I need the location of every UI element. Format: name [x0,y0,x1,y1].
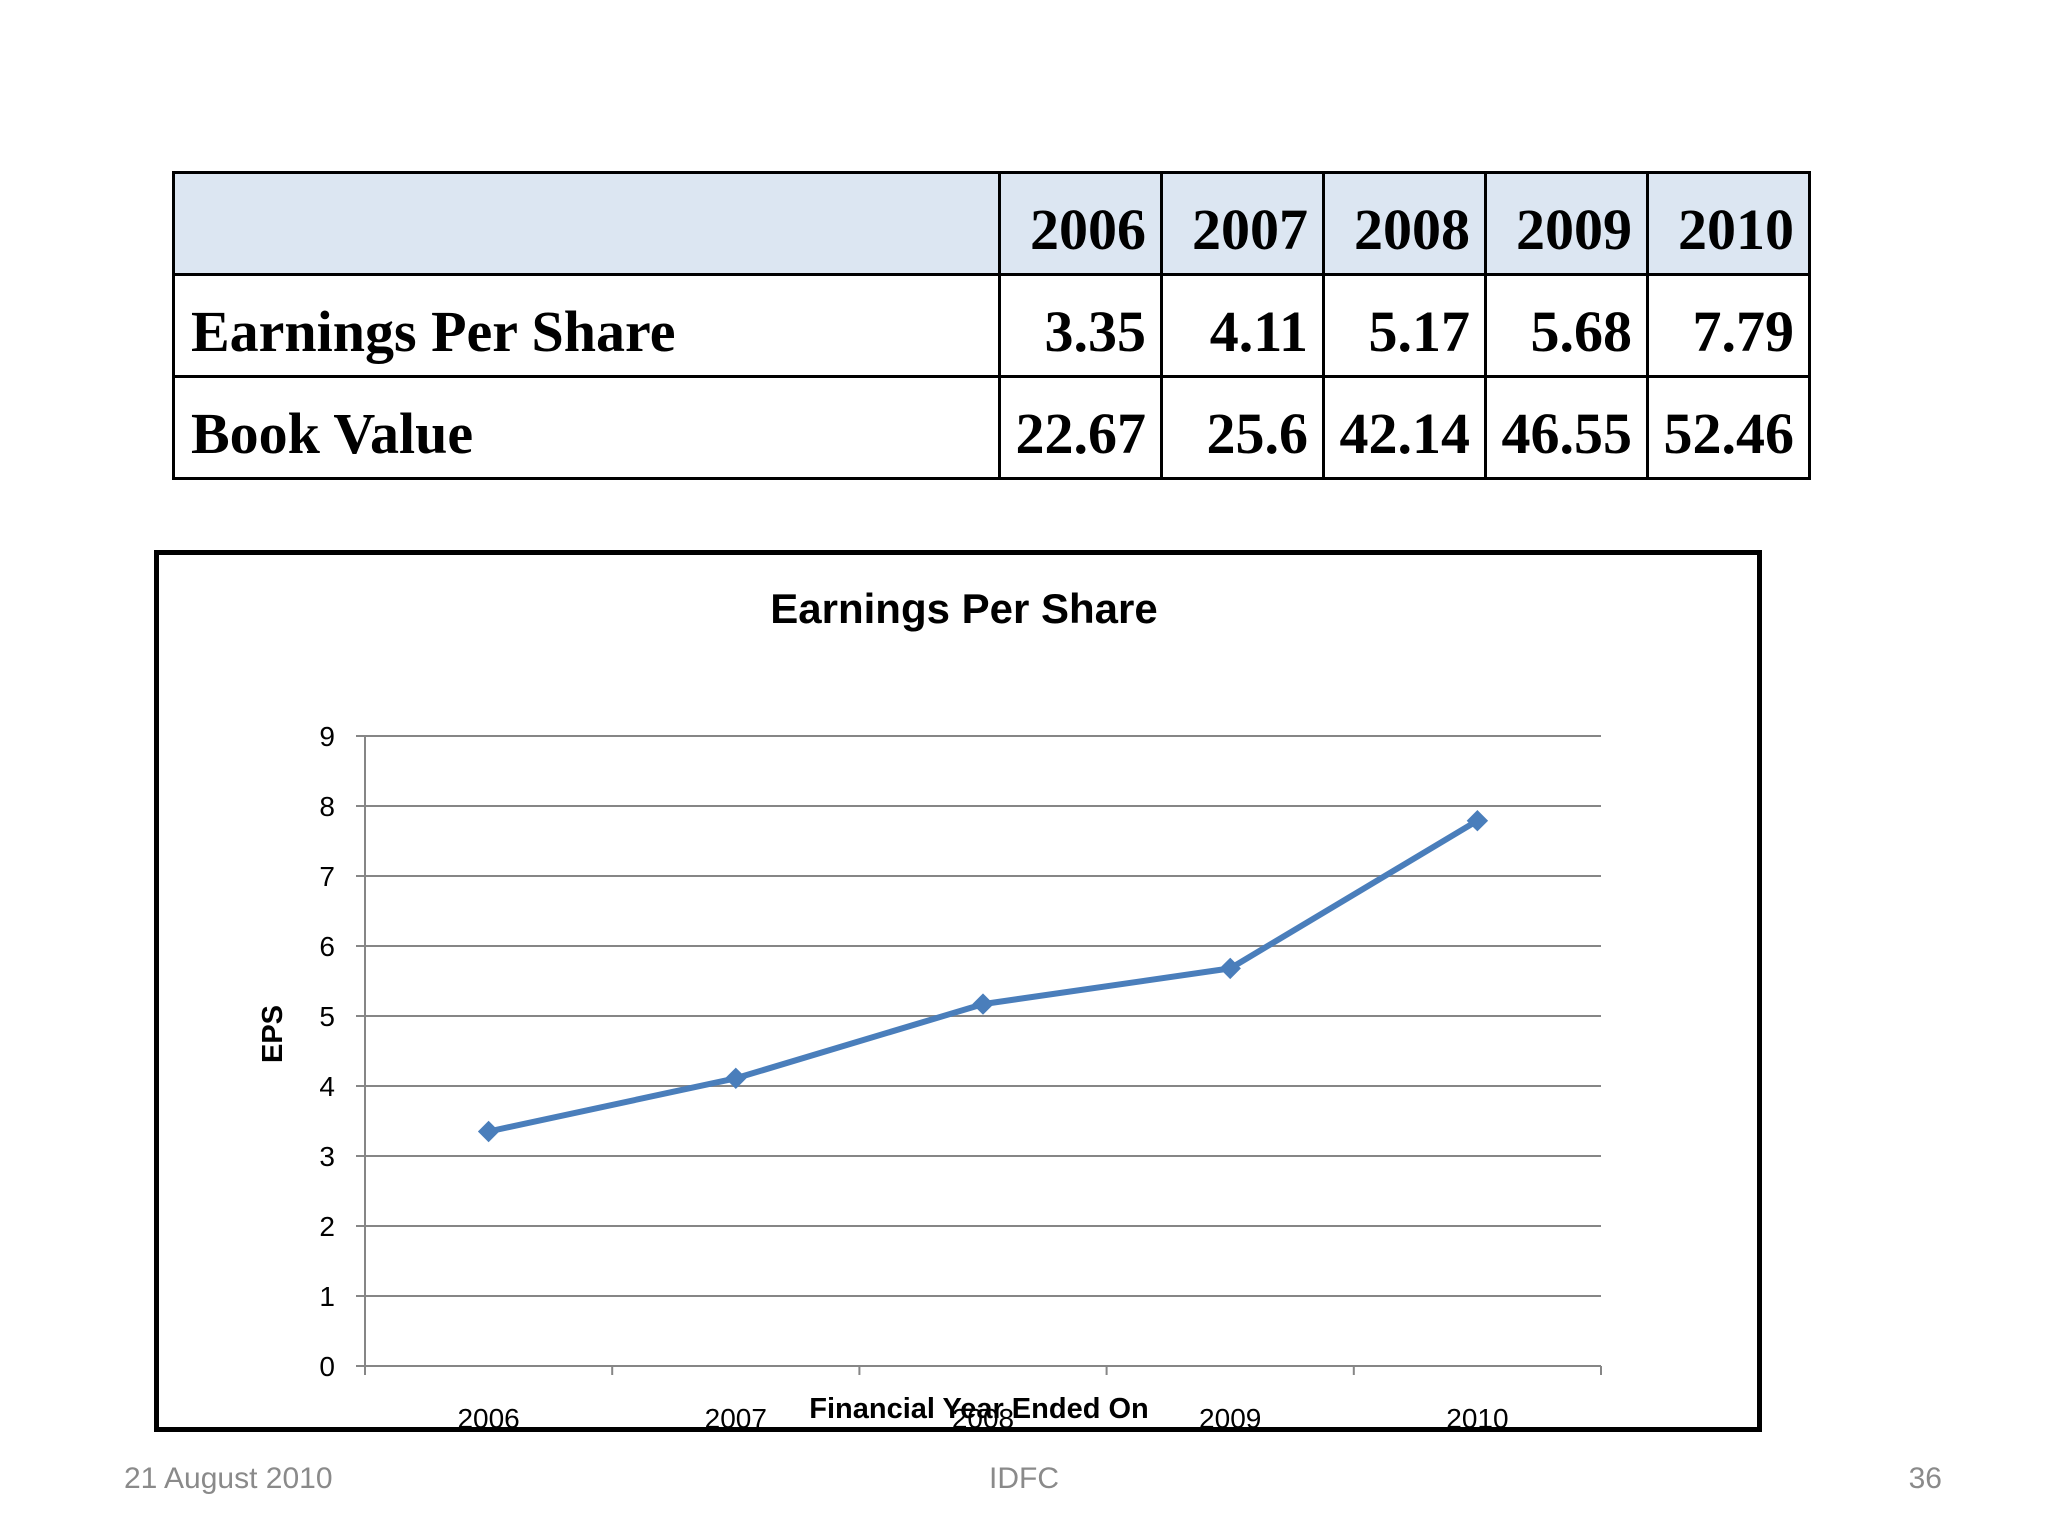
chart-y-tick-label: 3 [319,1141,335,1172]
table-header-year: 2006 [998,171,1163,276]
table-cell: 52.46 [1646,375,1811,480]
table-cell: 5.68 [1484,273,1649,378]
table-cell: 7.79 [1646,273,1811,378]
chart-x-tick-labels: 2006 2007 2008 2009 2010 [457,1403,1508,1427]
chart-data-point [1466,809,1489,832]
footer-org: IDFC [989,1462,1059,1495]
chart-x-tick-label: 2006 [457,1403,519,1427]
table-header-blank [172,171,1001,276]
chart-x-tick-label: 2008 [952,1403,1014,1427]
table-cell: 25.6 [1160,375,1325,480]
chart-y-tick-labels: 0 1 2 3 4 5 6 7 8 9 [319,721,335,1382]
chart-y-tick-label: 5 [319,1001,335,1032]
chart-data-point [972,993,994,1015]
table-header-year: 2009 [1484,171,1649,276]
chart-series [477,809,1489,1143]
chart-y-tick-label: 4 [319,1071,335,1102]
chart-y-axis-label: EPS [257,1005,289,1063]
table-header-row: 2006 2007 2008 2009 2010 [172,171,1811,276]
table-header-year: 2010 [1646,171,1811,276]
chart-y-tick-label: 1 [319,1281,335,1312]
eps-book-value-table: 2006 2007 2008 2009 2010 Earnings Per Sh… [172,171,1811,480]
chart-x-axis-label: Financial Year Ended On [809,1393,1149,1425]
chart-y-tick-label: 6 [319,931,335,962]
chart-title: Earnings Per Share [770,585,1158,632]
table-cell: 5.17 [1322,273,1487,378]
footer-page-number: 36 [1908,1462,1942,1495]
chart-data-point [1219,957,1241,980]
chart-y-tick-label: 2 [319,1211,335,1242]
table-cell: 46.55 [1484,375,1649,480]
chart-data-point [725,1067,747,1090]
chart-y-tick-label: 0 [319,1351,335,1382]
chart-x-tick-label: 2010 [1446,1403,1508,1427]
chart-y-tick-label: 9 [319,721,335,752]
table-header-year: 2008 [1322,171,1487,276]
chart-x-tick-label: 2007 [705,1403,767,1427]
table-cell: 3.35 [998,273,1163,378]
table-row-eps: Earnings Per Share 3.35 4.11 5.17 5.68 7… [172,273,1811,378]
table-row-label: Earnings Per Share [172,273,1001,378]
chart-y-tick-label: 7 [319,861,335,892]
table-row-book-value: Book Value 22.67 25.6 42.14 46.55 52.46 [172,375,1811,480]
chart-series-line [485,817,1481,1135]
table-cell: 22.67 [998,375,1163,480]
chart-data-point [477,1120,500,1143]
table-cell: 4.11 [1160,273,1325,378]
footer-date: 21 August 2010 [124,1462,333,1495]
chart-y-tick-label: 8 [319,791,335,822]
table-header-year: 2007 [1160,171,1325,276]
table-row-label: Book Value [172,375,1001,480]
chart-gridlines [365,735,1601,1297]
table-cell: 42.14 [1322,375,1487,480]
chart-x-tick-label: 2009 [1199,1403,1261,1427]
chart-axes [356,735,1602,1375]
